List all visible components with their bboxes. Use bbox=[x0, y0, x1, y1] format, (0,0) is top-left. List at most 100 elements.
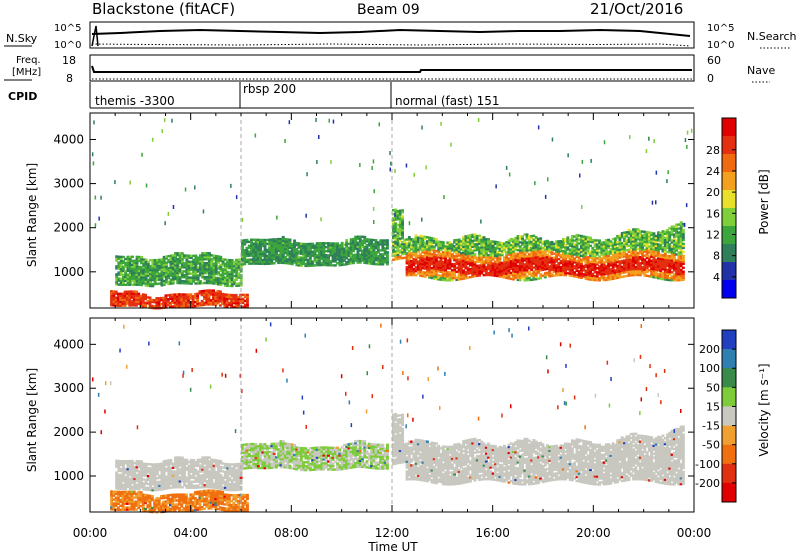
echo-cell bbox=[259, 254, 262, 258]
echo-cell bbox=[525, 257, 529, 260]
echo-cell bbox=[609, 258, 613, 261]
echo-cell bbox=[518, 269, 522, 272]
echo-cell bbox=[430, 247, 434, 250]
echo-cell bbox=[130, 496, 134, 499]
echo-cell bbox=[604, 264, 608, 268]
echo-cell bbox=[489, 240, 493, 243]
echo-cell bbox=[659, 263, 663, 266]
echo-cell bbox=[174, 266, 177, 269]
echo-cell bbox=[534, 270, 538, 273]
echo-cell bbox=[428, 238, 432, 241]
echo-cell bbox=[376, 255, 380, 258]
echo-cell bbox=[394, 230, 398, 233]
echo-cell bbox=[489, 244, 493, 247]
echo-cell bbox=[647, 237, 651, 240]
echo-cell bbox=[681, 266, 685, 269]
echo-cell bbox=[175, 301, 179, 304]
echo-cell bbox=[228, 280, 232, 284]
echo-cell bbox=[361, 245, 364, 248]
echo-cell bbox=[568, 250, 572, 253]
echo-cell bbox=[155, 303, 159, 306]
echo-cell bbox=[419, 264, 423, 267]
echo-cell bbox=[200, 303, 204, 307]
echo-cell bbox=[457, 276, 461, 279]
echo-cell bbox=[647, 231, 651, 234]
echo-cell bbox=[514, 246, 518, 250]
colorbar-swatch bbox=[722, 226, 736, 245]
echo-cell bbox=[611, 251, 615, 255]
echo-cell bbox=[288, 252, 292, 255]
echo-cell bbox=[352, 239, 355, 243]
echo-cell bbox=[166, 494, 170, 497]
echo-cell bbox=[272, 246, 276, 249]
echo-cell bbox=[577, 276, 581, 279]
echo-cell bbox=[577, 274, 581, 277]
echo-cell bbox=[358, 243, 362, 246]
echo-cell bbox=[677, 261, 681, 264]
echo-cell bbox=[230, 280, 234, 284]
echo-cell bbox=[140, 275, 143, 279]
echo-cell bbox=[205, 261, 209, 265]
echo-cell bbox=[552, 266, 556, 269]
echo-cell bbox=[128, 494, 132, 497]
echo-cell bbox=[227, 295, 231, 299]
echo-cell bbox=[372, 260, 376, 264]
echo-cell bbox=[304, 252, 308, 256]
echo-cell bbox=[487, 246, 490, 249]
echo-cell bbox=[641, 246, 644, 249]
echo-cell bbox=[212, 497, 215, 500]
echo-cell bbox=[582, 249, 586, 252]
echo-cell bbox=[116, 294, 120, 297]
echo-cell bbox=[265, 256, 269, 259]
echo-cell bbox=[237, 301, 240, 305]
echo-cell bbox=[634, 269, 638, 273]
echo-cell bbox=[176, 281, 180, 285]
echo-cell bbox=[318, 242, 321, 245]
echo-cell bbox=[196, 256, 200, 259]
echo-cell bbox=[200, 500, 204, 503]
echo-cell bbox=[315, 250, 319, 253]
echo-cell bbox=[131, 267, 134, 270]
echo-cell bbox=[482, 265, 486, 269]
echo-cell bbox=[221, 498, 224, 502]
echo-cell bbox=[396, 245, 400, 249]
echo-cell bbox=[153, 270, 157, 274]
echo-cell bbox=[198, 292, 202, 295]
echo-cell bbox=[650, 263, 654, 266]
echo-cell bbox=[602, 265, 606, 268]
echo-cell bbox=[441, 243, 445, 246]
echo-cell bbox=[148, 496, 152, 500]
echo-cell bbox=[230, 293, 234, 297]
echo-cell bbox=[160, 495, 163, 498]
echo-cell bbox=[616, 240, 620, 244]
echo-cell bbox=[518, 265, 522, 268]
echo-cell bbox=[480, 240, 484, 243]
echo-cell bbox=[607, 274, 611, 277]
echo-cell bbox=[507, 239, 511, 242]
echo-cell bbox=[634, 236, 638, 239]
echo-cell bbox=[450, 277, 454, 280]
echo-cell bbox=[537, 263, 540, 266]
echo-cell bbox=[297, 244, 301, 247]
noise-point bbox=[241, 217, 244, 222]
echo-cell bbox=[160, 264, 164, 267]
echo-cell bbox=[464, 253, 468, 256]
echo-cell bbox=[151, 263, 155, 266]
echo-cell bbox=[295, 249, 299, 253]
echo-cell bbox=[217, 273, 220, 276]
echo-cell bbox=[462, 275, 466, 278]
echo-cell bbox=[356, 251, 360, 254]
echo-cell bbox=[174, 268, 177, 271]
echo-cell bbox=[625, 249, 629, 252]
echo-cell bbox=[616, 242, 620, 246]
echo-cell bbox=[580, 250, 583, 254]
echo-cell bbox=[586, 274, 590, 277]
echo-cell bbox=[313, 244, 317, 247]
echo-cell bbox=[570, 262, 574, 266]
echo-cell bbox=[322, 263, 326, 267]
echo-cell bbox=[577, 260, 581, 263]
echo-cell bbox=[668, 265, 672, 268]
echo-cell bbox=[453, 274, 457, 278]
echo-cell bbox=[453, 257, 457, 260]
echo-cell bbox=[643, 274, 647, 277]
